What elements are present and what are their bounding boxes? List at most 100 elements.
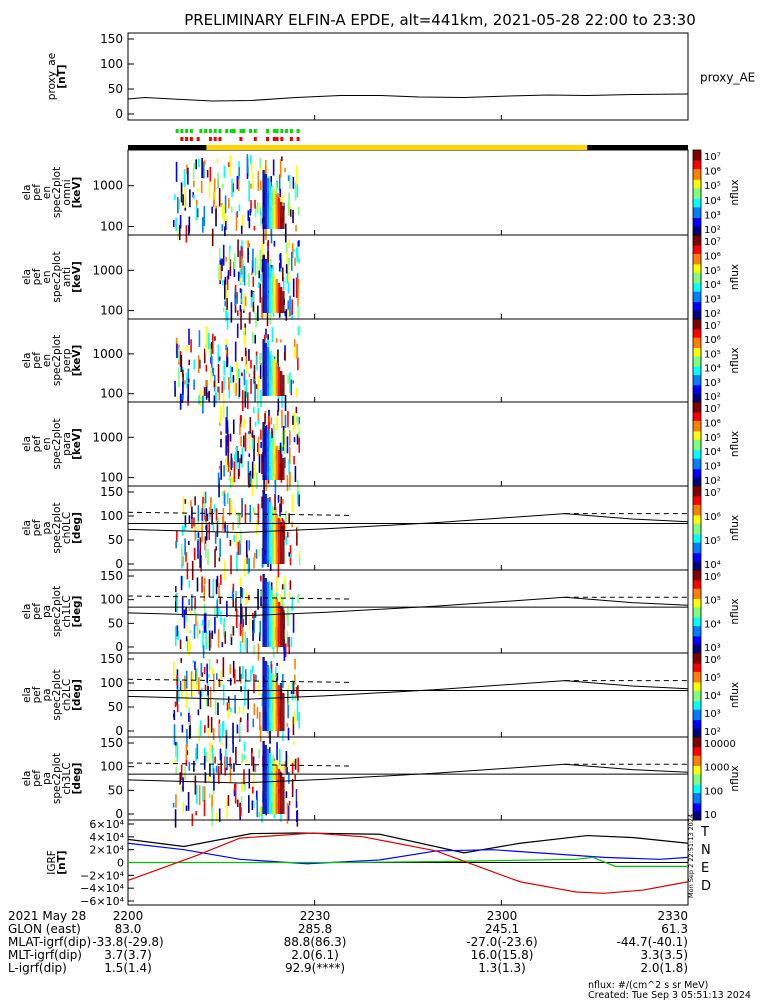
colorbar-cell <box>693 302 701 305</box>
colorbar-cell <box>693 793 701 796</box>
colorbar-cell <box>693 582 701 586</box>
ylabel-line: proxy_ae <box>46 53 58 100</box>
spectrogram-streak <box>294 182 297 201</box>
spectrogram-streak <box>208 659 211 671</box>
colorbar-cell <box>693 709 701 713</box>
colorbar-cell <box>693 650 701 654</box>
spectrogram-streak <box>296 700 299 721</box>
spectrogram-streak <box>261 693 264 707</box>
spectrogram-streak <box>295 165 298 185</box>
ephem-cell: 1.5(1.4) <box>104 961 152 975</box>
spectrogram-streak <box>193 194 195 200</box>
spectrogram-streak <box>236 445 238 464</box>
spectrogram-streak <box>294 347 296 359</box>
spectrogram-streak <box>177 348 180 362</box>
spectrogram-streak <box>245 379 248 398</box>
spectrogram-streak <box>233 763 235 772</box>
spectrogram-streak <box>178 225 181 241</box>
spectrogram-streak <box>197 505 200 523</box>
spectrogram-streak <box>287 309 290 318</box>
colorbar-label: 10⁴ <box>704 691 721 702</box>
spectrogram-streak <box>264 159 267 179</box>
spectrogram-streak <box>246 554 249 564</box>
spectrogram-streak <box>205 380 208 400</box>
spectrogram-streak <box>285 791 288 798</box>
ephem-cell: -44.7(-40.1) <box>617 935 688 949</box>
spectrogram-streak <box>240 309 242 330</box>
ephem-cell: -27.0(-23.6) <box>466 935 537 949</box>
colorbar-title: nflux <box>729 347 741 373</box>
spectrogram-streak <box>244 558 246 577</box>
ylabel-line: [deg] <box>71 763 83 795</box>
ephem-row-label: L-igrf(dip) <box>8 961 67 975</box>
spectrogram-streak <box>243 266 246 286</box>
spectrogram-streak <box>241 752 244 763</box>
spectrogram-streak <box>253 703 256 716</box>
ytick-label: 2×10⁴ <box>89 844 124 857</box>
colorbar-cell <box>693 574 701 577</box>
spectrogram-streak <box>216 575 219 588</box>
spectrogram-streak <box>199 537 202 555</box>
spectrogram-streak <box>247 461 250 480</box>
spectrogram-streak <box>221 183 224 190</box>
ytick-label: 50 <box>108 533 123 547</box>
spectrogram-streak <box>239 288 242 293</box>
colorbar-cell <box>693 509 701 512</box>
colorbar-cell <box>693 755 701 759</box>
spectrogram-streak <box>189 725 191 739</box>
spectrogram-streak <box>200 687 203 698</box>
spectrogram-streak <box>209 741 211 763</box>
spectrogram-streak <box>187 791 190 811</box>
colorbar-cell <box>693 784 701 788</box>
spectrogram-streak <box>202 645 205 659</box>
spectrogram-streak <box>239 277 242 284</box>
ephem-cell: 16.0(15.8) <box>471 948 534 962</box>
colorbar-cell <box>693 763 701 767</box>
spectrogram-streak <box>226 347 229 366</box>
flag-red <box>213 137 217 141</box>
spectrogram-band <box>271 271 274 313</box>
legend-E: E <box>701 861 709 876</box>
spectrogram-band <box>264 745 267 814</box>
spectrogram-streak <box>296 790 299 802</box>
spectrogram-streak <box>175 540 177 549</box>
spectrogram-streak <box>205 343 207 353</box>
spectrogram-band <box>271 438 274 480</box>
spectrogram-data <box>217 406 301 498</box>
flag-red <box>266 137 270 141</box>
ylabel-line: ch0LC <box>61 512 73 544</box>
spectrogram-streak <box>294 658 296 670</box>
spectrogram-streak <box>248 272 250 288</box>
spectrogram-streak <box>182 496 185 517</box>
spectrogram-streak <box>265 222 267 240</box>
spectrogram-streak <box>286 754 289 767</box>
spectrogram-streak <box>204 612 207 633</box>
spectrogram-streak <box>251 748 253 766</box>
spectrogram-streak <box>248 312 251 324</box>
colorbar-cell <box>693 249 701 253</box>
colorbar-cell <box>693 218 701 221</box>
spectrogram-streak <box>198 330 201 347</box>
spectrogram-streak <box>180 764 183 781</box>
spectrogram-streak <box>177 687 180 702</box>
spectrogram-streak <box>225 749 227 768</box>
spectrogram-streak <box>258 270 261 279</box>
spectrogram-streak <box>286 252 288 264</box>
colorbar-cell <box>693 209 701 213</box>
spectrogram-streak <box>241 357 243 362</box>
colorbar-label: 10³ <box>704 378 721 389</box>
spectrogram-streak <box>218 386 221 401</box>
spectrogram-streak <box>285 751 288 767</box>
spectrogram-streak <box>274 494 276 512</box>
spectrogram-streak <box>229 664 232 674</box>
colorbar-label: 10³ <box>704 643 721 654</box>
spectrogram-streak <box>226 600 228 617</box>
colorbar-cell <box>693 811 701 815</box>
colorbar-cell <box>693 500 701 504</box>
spectrogram-streak <box>252 756 255 772</box>
spectrogram-streak <box>192 660 195 664</box>
spectrogram-streak <box>286 474 289 492</box>
spectrogram-streak <box>202 168 204 178</box>
spectrogram-streak <box>188 515 191 524</box>
colorbar-cell <box>693 601 701 604</box>
